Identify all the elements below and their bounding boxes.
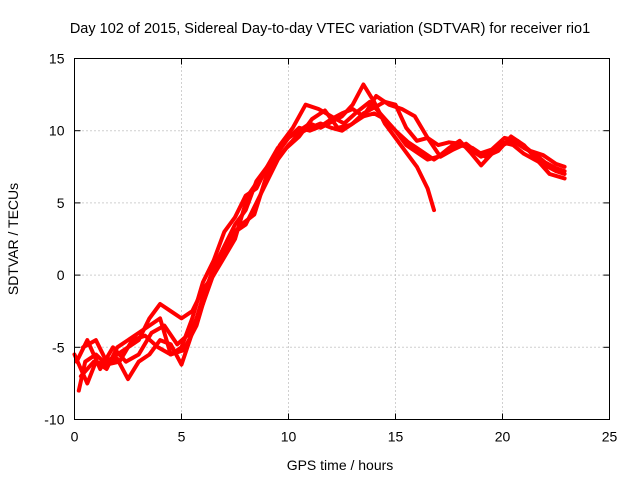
y-tick-labels: -10 -5 0 5 10 15	[44, 51, 64, 428]
y-tick-label: -5	[52, 339, 65, 355]
x-tick-labels: 0 5 10 15 20 25	[71, 429, 618, 445]
chart-title: Day 102 of 2015, Sidereal Day-to-day VTE…	[70, 21, 590, 37]
y-axis-label: SDTVAR / TECUs	[5, 183, 21, 295]
series-line-arc-1	[72, 82, 436, 386]
ticks	[74, 58, 610, 420]
x-tick-label: 10	[281, 429, 297, 445]
x-axis-label: GPS time / hours	[287, 457, 394, 473]
x-tick-label: 5	[178, 429, 186, 445]
x-tick-label: 20	[495, 429, 511, 445]
y-tick-label: 5	[57, 195, 65, 211]
y-tick-label: 15	[49, 51, 65, 67]
y-tick-label: -10	[44, 412, 64, 428]
x-tick-label: 15	[388, 429, 404, 445]
series-line-arc-4	[74, 99, 567, 371]
plot-frame	[74, 58, 610, 420]
x-tick-label: 0	[71, 429, 79, 445]
x-tick-label: 25	[602, 429, 618, 445]
series-line-arc-5	[78, 94, 567, 379]
y-tick-label: 10	[49, 123, 65, 139]
series-group	[72, 82, 567, 393]
y-tick-label: 0	[57, 267, 65, 283]
